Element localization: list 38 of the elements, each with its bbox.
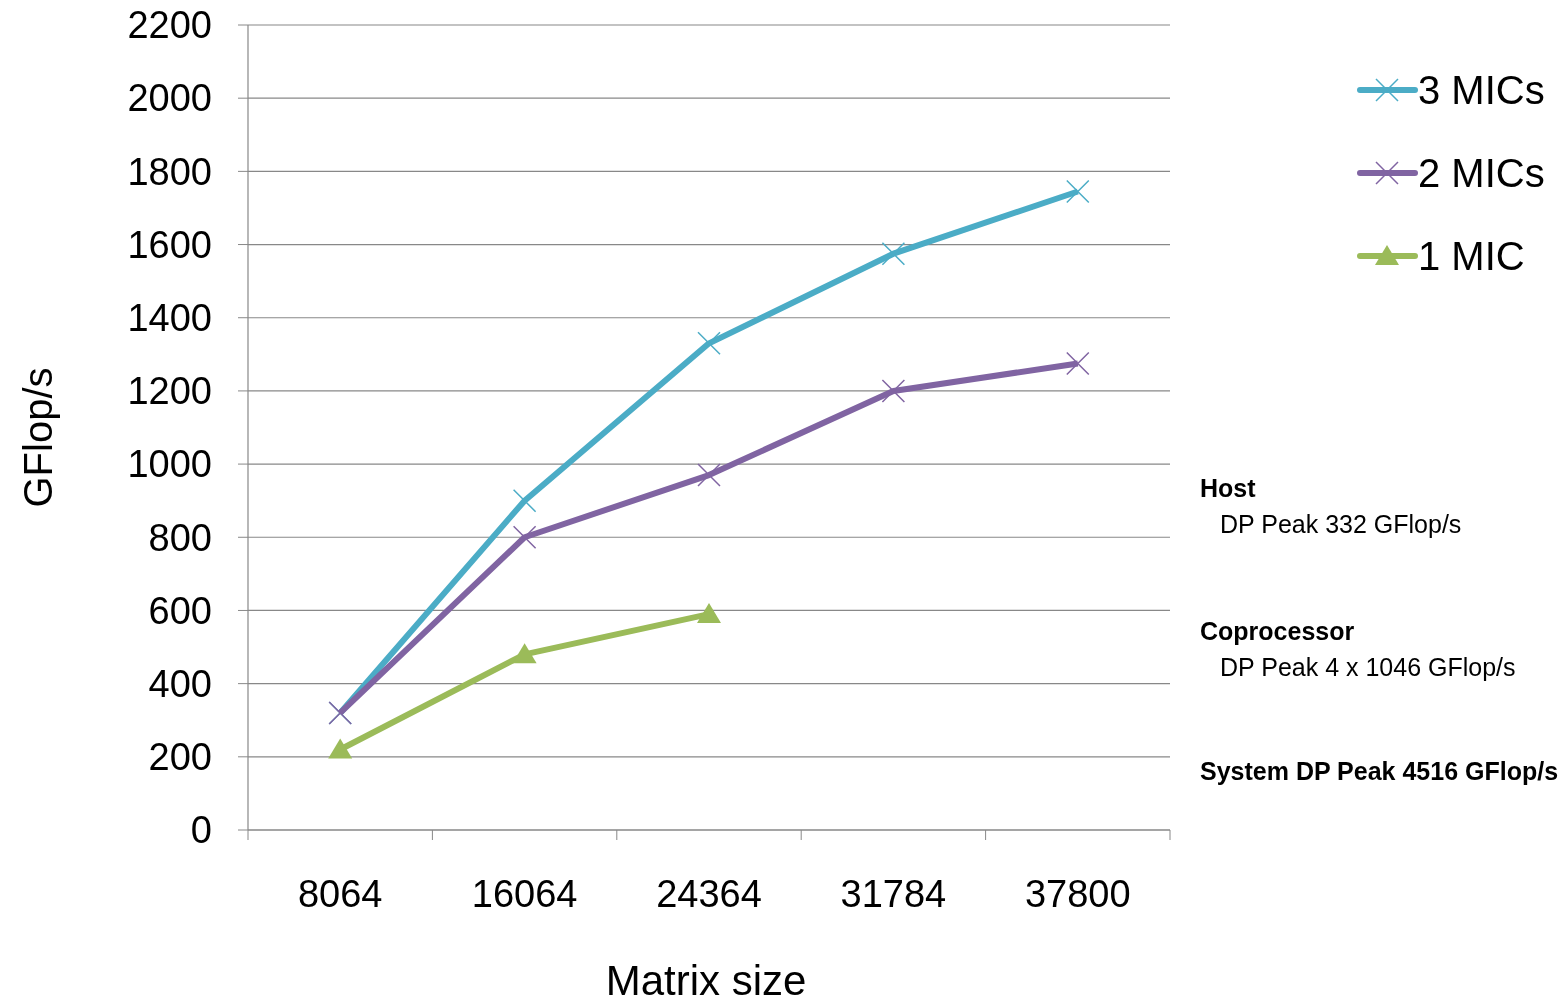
point	[512, 643, 537, 664]
y-tick-label: 2200	[127, 4, 212, 47]
y-tick-label: 800	[148, 516, 212, 559]
point	[697, 463, 721, 487]
y-tick-label: 1400	[127, 297, 212, 340]
legend-label: 1 MIC	[1418, 234, 1525, 278]
point	[328, 738, 353, 759]
point	[1066, 179, 1090, 204]
x-tick-label: 8064	[297, 873, 383, 915]
y-tick-label: 2000	[127, 77, 212, 120]
y-axis-title: GFlop/s	[16, 367, 60, 508]
point	[881, 379, 906, 403]
y-tick-label: 600	[148, 589, 212, 632]
y-tick-label: 400	[148, 662, 212, 705]
text: DP Peak 4 x 1046 GFlop/s	[1220, 653, 1516, 681]
x-tick-label: 16064	[471, 873, 578, 915]
legend-label: 2 MICs	[1418, 151, 1545, 195]
text: System DP Peak 4516 GFlop/s	[1200, 757, 1559, 785]
point	[512, 525, 537, 550]
point	[697, 331, 721, 356]
point	[697, 603, 721, 624]
x-tick-label: 37800	[1024, 873, 1131, 915]
legend-label: 3 MICs	[1418, 68, 1545, 112]
y-tick-label: 200	[148, 736, 212, 779]
y-tick-label: 0	[190, 809, 212, 852]
x-tick-label: 24364	[656, 873, 762, 915]
y-tick-label: 1800	[127, 150, 212, 193]
y-tick-label: 1200	[127, 370, 212, 413]
y-tick-label: 1600	[127, 223, 212, 266]
text: Coprocessor	[1200, 617, 1355, 645]
point	[881, 241, 906, 266]
point	[1066, 351, 1090, 376]
text: Host	[1200, 474, 1257, 502]
text: DP Peak 332 GFlop/s	[1220, 510, 1462, 538]
y-tick-label: 1000	[127, 443, 212, 486]
x-tick-label: 31784	[840, 873, 947, 915]
point	[512, 488, 537, 513]
x-axis-title: Matrix size	[605, 957, 807, 1001]
